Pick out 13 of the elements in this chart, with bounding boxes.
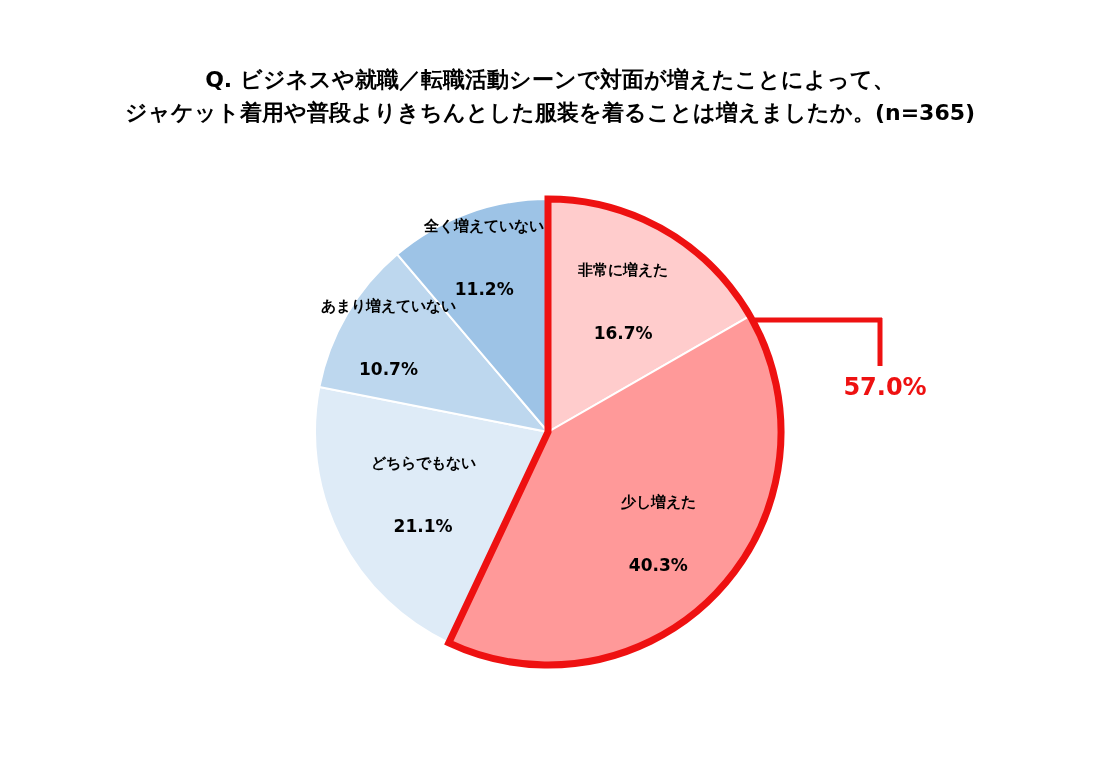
- slice-label: あまり増えていない: [320, 297, 456, 316]
- data-label: 21.1%: [393, 516, 453, 537]
- text: 57.0%: [843, 373, 927, 401]
- data-label: 16.7%: [593, 323, 653, 344]
- chart-title: Q. ビジネスや就職／転職活動シーンで対面が増えたことによって、: [205, 67, 895, 92]
- data-label: 11.2%: [454, 279, 514, 300]
- slice-label: 非常に増えた: [577, 261, 669, 280]
- data-label: 10.7%: [358, 359, 418, 380]
- data-label: 40.3%: [628, 554, 688, 575]
- slice-label: 全く増えていない: [423, 217, 545, 236]
- slice-label: どちらでもない: [370, 454, 476, 473]
- slice-label: 少し増えた: [620, 492, 696, 511]
- chart-subtitle: ジャケット着用や普段よりきちんとした服装を着ることは増えましたか。(n=365): [124, 100, 976, 125]
